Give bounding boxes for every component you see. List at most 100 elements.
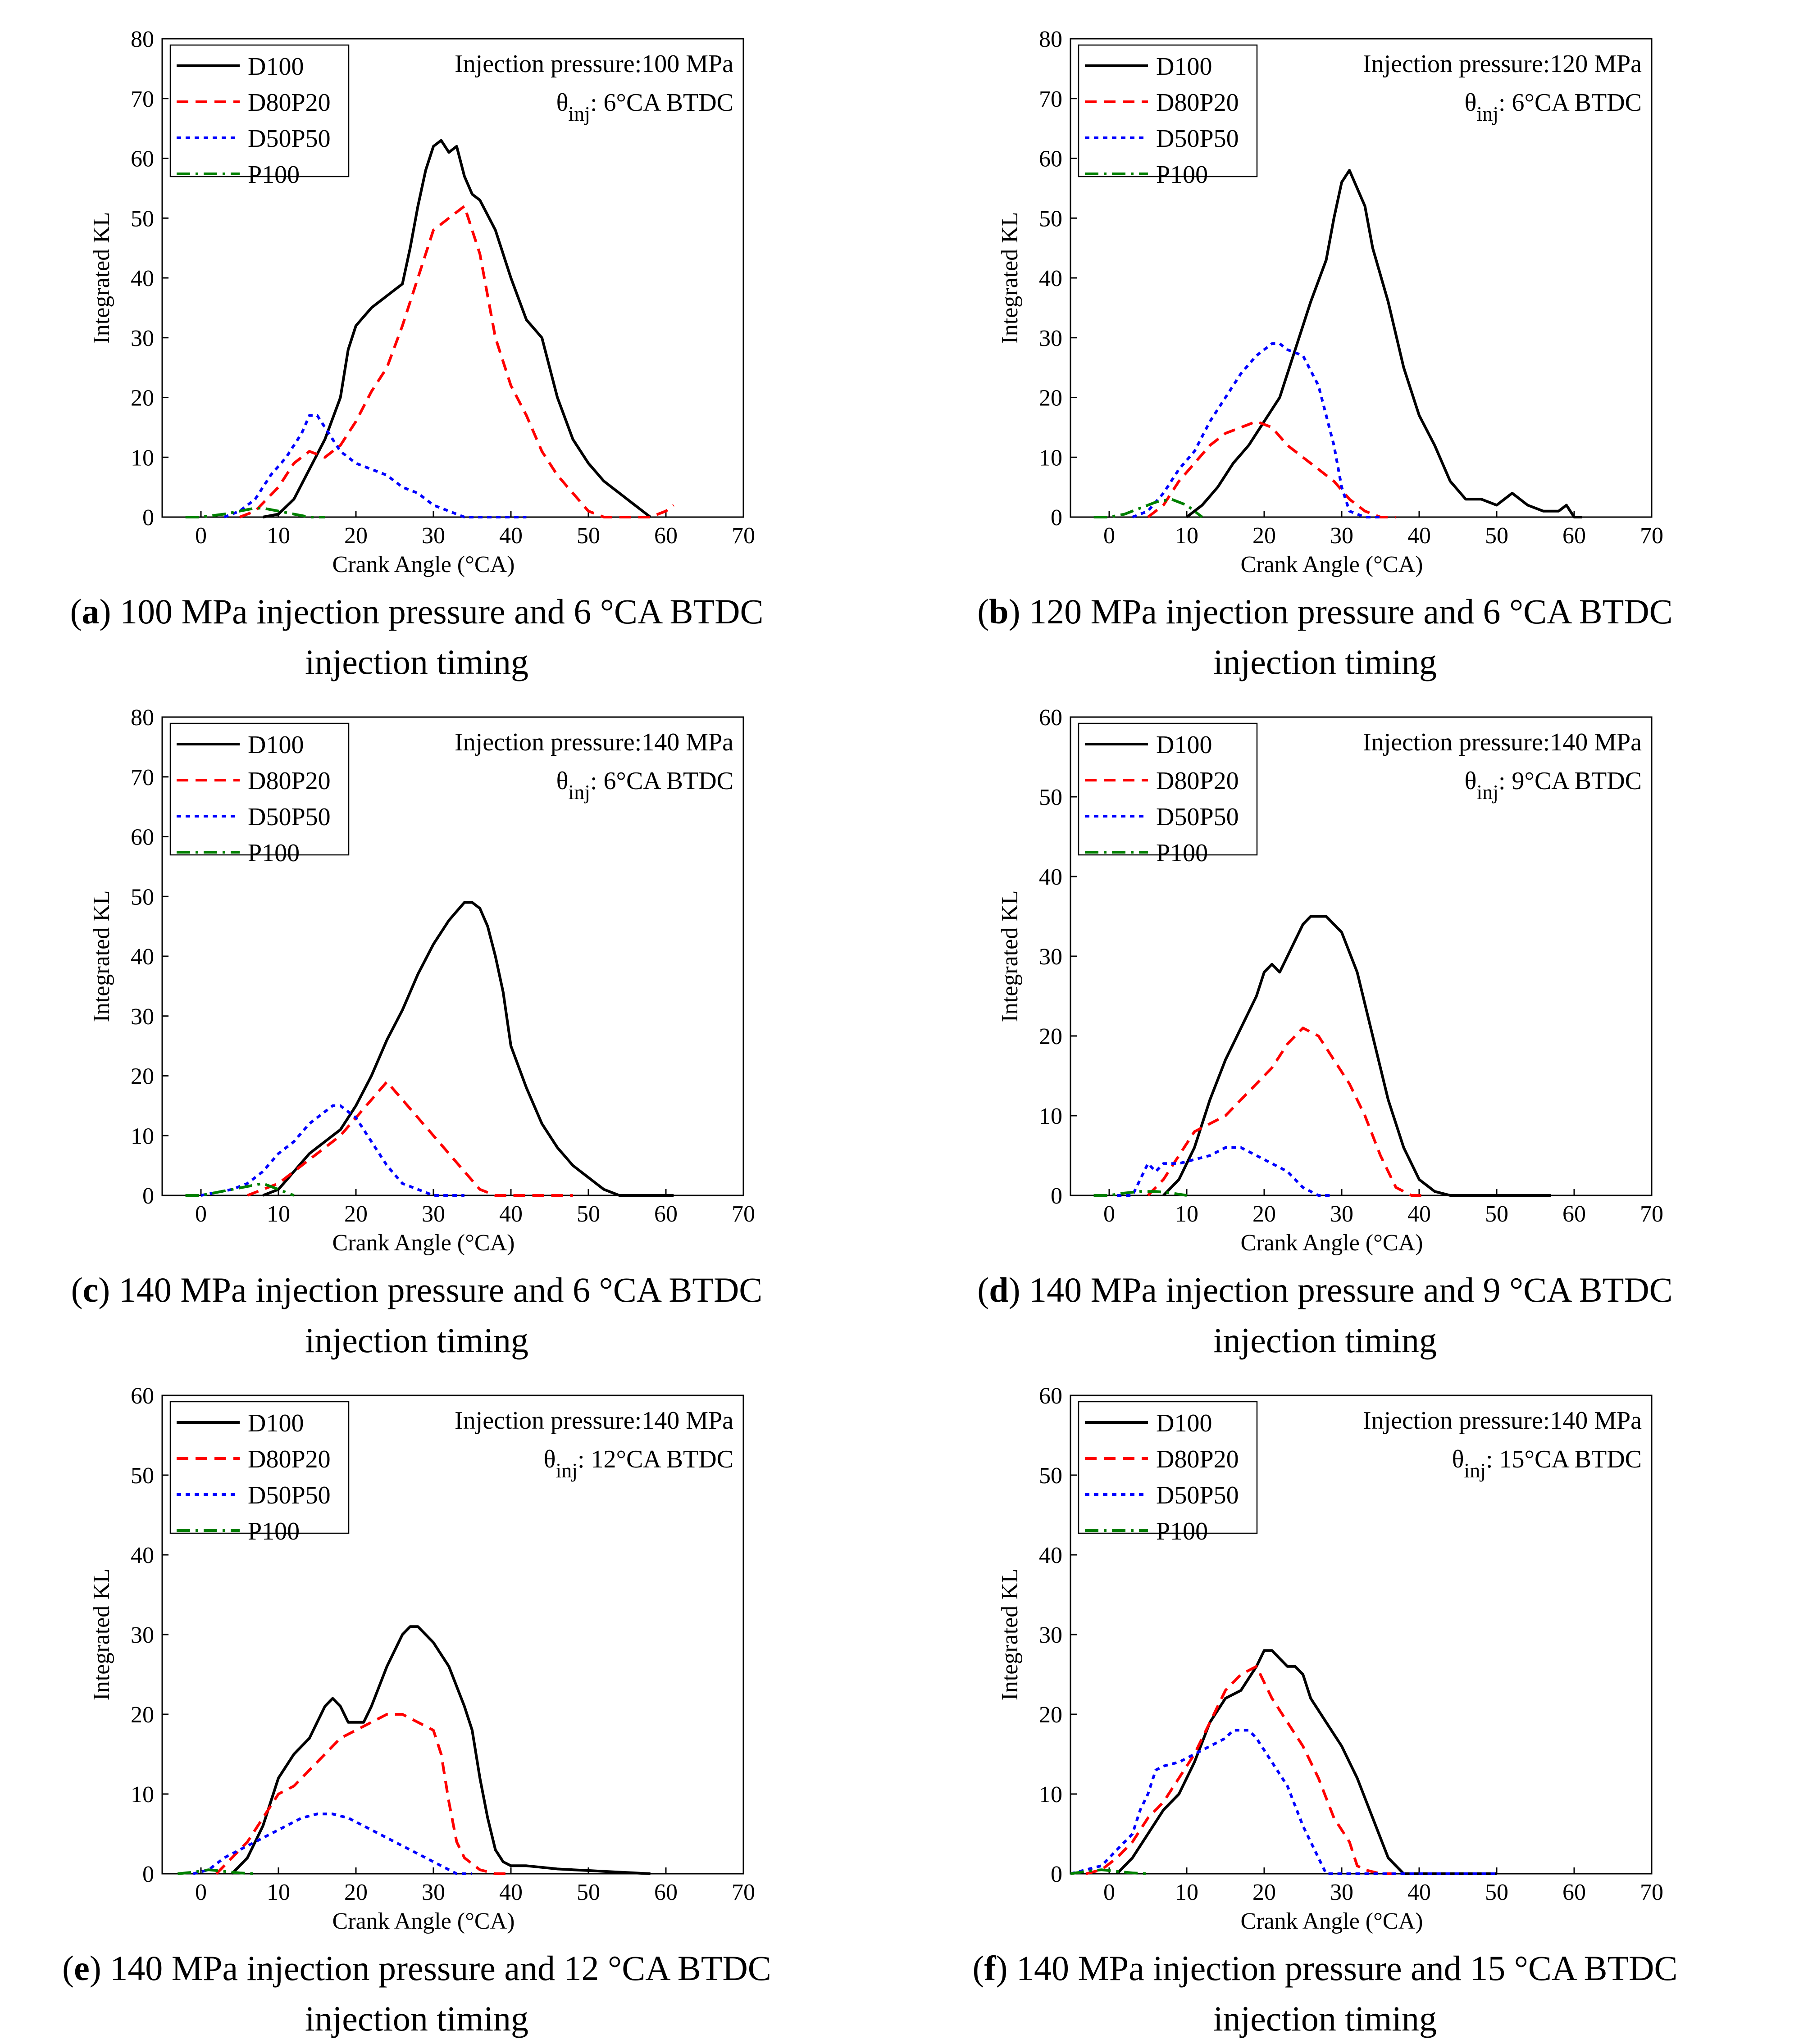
- series-line-d50p50: [1117, 1146, 1334, 1197]
- y-tick-label: 40: [131, 1543, 154, 1568]
- timing-value: : 6°CA BTDC: [1498, 89, 1642, 117]
- y-tick-label: 0: [1051, 505, 1062, 531]
- legend-label-d100: D100: [1156, 731, 1212, 759]
- y-axis-title: Integrated KL: [89, 890, 114, 1022]
- theta-symbol: θ: [1465, 89, 1477, 117]
- y-tick-label: 70: [131, 86, 154, 112]
- theta-symbol: θ: [556, 89, 569, 117]
- y-tick-label: 10: [131, 1782, 154, 1808]
- annotation-pressure: Injection pressure:140 MPa: [455, 728, 733, 756]
- y-tick-label: 10: [1039, 1782, 1062, 1808]
- annotation-pressure: Injection pressure:140 MPa: [455, 1407, 733, 1435]
- timing-value: : 9°CA BTDC: [1498, 767, 1642, 795]
- x-tick-label: 50: [1485, 523, 1508, 549]
- y-tick-label: 40: [1039, 266, 1062, 291]
- y-tick-label: 30: [1039, 1622, 1062, 1648]
- x-tick-label: 10: [267, 1201, 290, 1227]
- y-tick-label: 40: [131, 944, 154, 970]
- x-tick-label: 20: [1252, 523, 1276, 549]
- x-tick-label: 30: [1330, 523, 1353, 549]
- x-tick-label: 10: [1175, 1880, 1198, 1905]
- y-tick-label: 40: [1039, 1543, 1062, 1568]
- chart-svg-c: 0 10 20 30 40 50 60 70 0 10 20 30 40 50 60 70 80 Crank An…: [89, 705, 755, 1256]
- legend-label-p100: P100: [1156, 1517, 1208, 1545]
- x-tick-label: 0: [195, 1201, 207, 1227]
- caption-letter: d: [989, 1270, 1009, 1309]
- legend-label-d100: D100: [1156, 1409, 1212, 1437]
- y-tick-label: 30: [131, 1622, 154, 1648]
- x-tick-label: 70: [732, 1880, 755, 1905]
- x-tick-label: 20: [1252, 1201, 1276, 1227]
- chart-panel-f: 0 10 20 30 40 50 60 70 0 10 20 30 40 50 60 Crank Angle …: [908, 1357, 1817, 2038]
- annotation-timing: θinj: 15°CA BTDC: [1452, 1445, 1642, 1482]
- legend-label-d80p20: D80P20: [1156, 89, 1239, 117]
- x-tick-label: 50: [577, 523, 600, 549]
- chart-svg-d: 0 10 20 30 40 50 60 70 0 10 20 30 40 50 60 Crank Angle …: [997, 705, 1663, 1256]
- panel-caption: (a) 100 MPa injection pressure and 6 °CA…: [0, 586, 833, 687]
- x-axis-title: Crank Angle (°CA): [1241, 1230, 1423, 1256]
- chart-svg-f: 0 10 20 30 40 50 60 70 0 10 20 30 40 50 60 Crank Angle …: [997, 1383, 1663, 1934]
- theta-subscript: inj: [1476, 781, 1498, 804]
- x-tick-label: 20: [1252, 1880, 1276, 1905]
- x-tick-label: 50: [577, 1880, 600, 1905]
- legend-label-d80p20: D80P20: [248, 89, 331, 117]
- y-axis-title: Integrated KL: [997, 1568, 1023, 1700]
- series-line-d50p50: [200, 1104, 464, 1197]
- x-tick-label: 70: [732, 1201, 755, 1227]
- y-tick-label: 50: [131, 1463, 154, 1489]
- caption-text: 100 MPa injection pressure and 6 °CA BTD…: [119, 592, 764, 631]
- x-tick-label: 30: [422, 1880, 445, 1905]
- y-tick-label: 20: [131, 1064, 154, 1090]
- y-tick-label: 50: [1039, 785, 1062, 810]
- legend-label-d100: D100: [248, 731, 304, 759]
- y-axis-title: Integrated KL: [997, 212, 1023, 344]
- caption-line-2: injection timing: [305, 1321, 529, 1360]
- annotation-pressure: Injection pressure:140 MPa: [1363, 1407, 1642, 1435]
- legend-label-d80p20: D80P20: [1156, 1445, 1239, 1473]
- x-tick-label: 20: [344, 523, 368, 549]
- x-tick-label: 40: [499, 523, 523, 549]
- y-tick-label: 70: [1039, 86, 1062, 112]
- x-tick-label: 60: [1562, 1880, 1586, 1905]
- y-tick-label: 10: [131, 445, 154, 471]
- caption-letter: c: [82, 1270, 99, 1309]
- chart-panel-e: 0 10 20 30 40 50 60 70 0 10 20 30 40 50 60 Crank Angle …: [0, 1357, 908, 2038]
- series-line-d80p20: [1147, 1027, 1427, 1197]
- caption-line-1: (d) 140 MPa injection pressure and 9 °CA…: [977, 1270, 1673, 1309]
- y-tick-label: 50: [1039, 1463, 1062, 1489]
- y-tick-label: 80: [131, 705, 154, 731]
- y-tick-label: 30: [131, 326, 154, 351]
- annotation-pressure: Injection pressure:140 MPa: [1363, 728, 1642, 756]
- x-tick-label: 70: [1640, 1880, 1663, 1905]
- caption-line-2: injection timing: [1213, 1999, 1437, 2038]
- y-tick-label: 30: [1039, 326, 1062, 351]
- y-tick-label: 40: [1039, 864, 1062, 890]
- x-tick-label: 40: [499, 1201, 523, 1227]
- y-tick-label: 0: [1051, 1862, 1062, 1887]
- caption-line-1: (f) 140 MPa injection pressure and 15 °C…: [972, 1949, 1678, 1988]
- y-tick-label: 0: [142, 1862, 154, 1887]
- x-tick-label: 60: [654, 1880, 678, 1905]
- theta-subscript: inj: [568, 781, 590, 804]
- y-tick-label: 0: [1051, 1183, 1062, 1209]
- series-line-d80p20: [247, 1080, 573, 1197]
- series-line-d50p50: [1132, 342, 1380, 518]
- caption-line-1: (e) 140 MPa injection pressure and 12 °C…: [62, 1949, 771, 1988]
- legend-label-d100: D100: [248, 1409, 304, 1437]
- x-tick-label: 20: [344, 1201, 368, 1227]
- y-tick-label: 50: [131, 206, 154, 232]
- caption-line-1: (c) 140 MPa injection pressure and 6 °CA…: [71, 1270, 763, 1309]
- series-line-d100: [1162, 915, 1551, 1197]
- y-tick-label: 80: [131, 27, 154, 52]
- x-axis-title: Crank Angle (°CA): [1241, 552, 1423, 577]
- caption-line-2: injection timing: [305, 1999, 529, 2038]
- y-tick-label: 10: [1039, 1104, 1062, 1129]
- x-tick-label: 10: [267, 1880, 290, 1905]
- caption-line-2: injection timing: [305, 642, 529, 681]
- legend-label-d80p20: D80P20: [248, 1445, 331, 1473]
- y-tick-label: 20: [1039, 386, 1062, 411]
- x-tick-label: 60: [1562, 1201, 1586, 1227]
- timing-value: : 15°CA BTDC: [1486, 1445, 1642, 1473]
- x-tick-label: 70: [1640, 1201, 1663, 1227]
- timing-value: : 12°CA BTDC: [578, 1445, 733, 1473]
